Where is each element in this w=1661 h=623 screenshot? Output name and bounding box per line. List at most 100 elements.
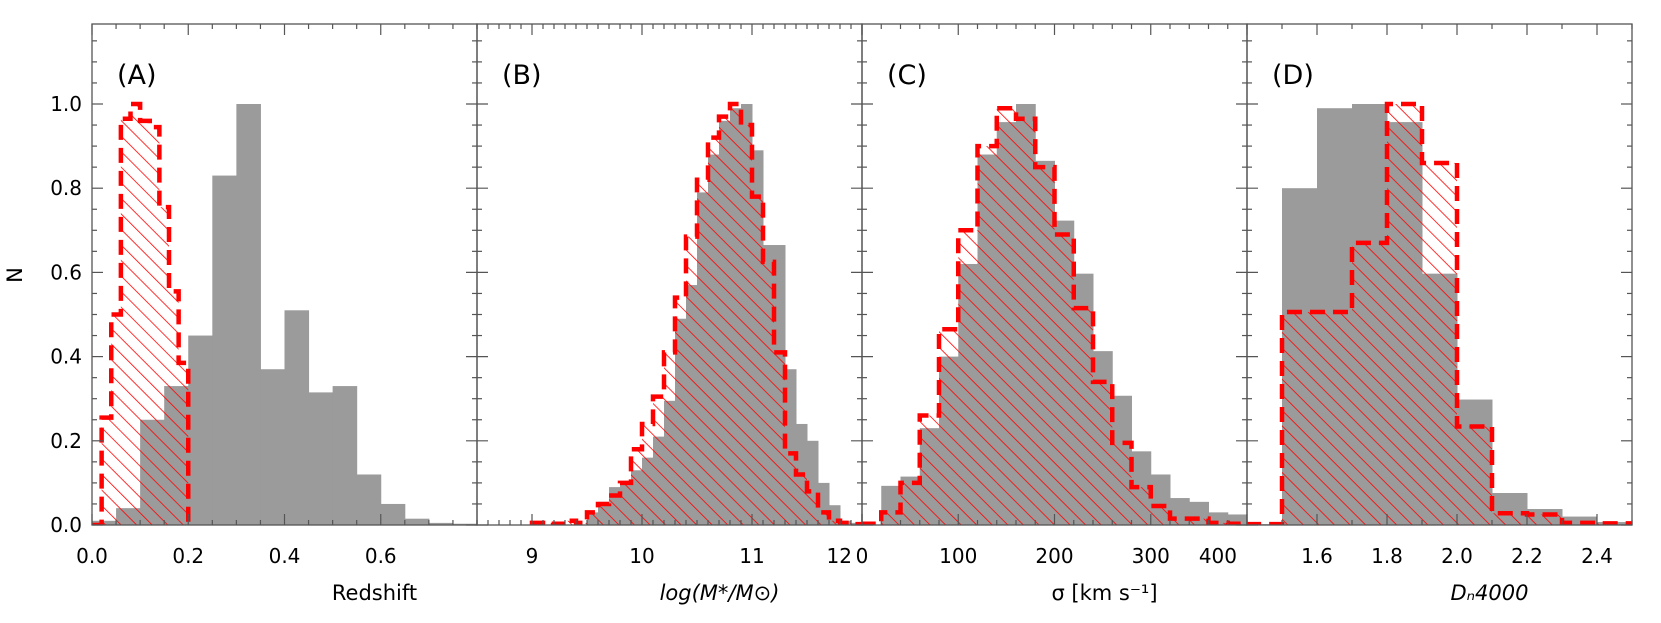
red-hatched-bar	[1093, 381, 1113, 525]
red-hatched-bar	[620, 482, 631, 525]
red-hatched-bar	[642, 423, 653, 525]
x-tick-label: 0.6	[365, 544, 397, 568]
red-hatched-bar	[818, 512, 829, 525]
histogram-marks	[529, 101, 862, 525]
red-hatched-bar	[587, 512, 598, 525]
panel-c: 0 100 200 300 400 σ [km s⁻¹] (C)	[851, 23, 1248, 605]
red-hatched-bar	[1170, 518, 1190, 525]
red-hatched-bar	[159, 207, 169, 525]
x-tick-label: 2.4	[1581, 544, 1613, 568]
panel-b: 9 10 11 12 log(M*/M⊙) (B)	[466, 23, 863, 605]
red-hatched-bar	[719, 116, 730, 525]
x-tick-label: 2.0	[1441, 544, 1473, 568]
gray-bar	[332, 386, 358, 525]
gray-bar	[785, 369, 797, 525]
x-tick-label: 400	[1199, 544, 1237, 568]
red-hatched-bar	[1562, 522, 1597, 525]
red-hatched-bar	[919, 415, 939, 525]
x-tick-label: 11	[739, 544, 764, 568]
red-hatched-bar	[730, 104, 741, 525]
red-hatched-bar	[752, 196, 763, 525]
gray-bar	[1562, 516, 1598, 525]
x-tick-label: 0.4	[269, 544, 301, 568]
red-hatched-bar	[708, 137, 719, 525]
gray-bar	[284, 310, 310, 525]
red-dashed-outline	[529, 101, 862, 525]
red-hatched-bar	[1282, 311, 1317, 525]
y-axis-label: N	[3, 267, 27, 283]
gray-bar	[807, 440, 819, 525]
red-hatched-bar	[1150, 506, 1170, 525]
red-hatched-bar	[1016, 118, 1036, 525]
gray-bar	[212, 175, 237, 525]
panel-tag: (B)	[502, 60, 542, 91]
y-tick-label: 1.0	[50, 92, 82, 116]
red-hatched-bar	[1527, 514, 1562, 525]
red-hatched-bar	[977, 146, 997, 525]
red-hatched-bar	[958, 230, 978, 525]
red-hatched-bar	[664, 352, 675, 525]
red-hatched-bar	[1073, 308, 1093, 525]
gray-bar	[356, 474, 382, 525]
histogram-marks	[92, 101, 477, 525]
red-hatched-bar	[1387, 104, 1422, 525]
gray-bar	[1227, 514, 1247, 525]
y-tick-label: 0.0	[50, 513, 82, 537]
y-tick-label: 0.4	[50, 345, 82, 369]
red-hatched-bar	[675, 297, 686, 525]
red-hatched-bar	[1054, 234, 1074, 525]
y-tick-label: 0.8	[50, 176, 82, 200]
histogram-marks	[862, 104, 1247, 525]
red-hatched-bar	[101, 417, 112, 525]
panel-d: 1.6 1.8 2.0 2.2 2.4 Dₙ4000 (D)	[1236, 23, 1633, 605]
red-hatched-bar	[1035, 167, 1055, 525]
red-hatched-bar	[1457, 426, 1492, 525]
gray-bar	[829, 505, 841, 525]
red-hatched-bar	[1189, 518, 1209, 525]
panel-tag: (C)	[887, 60, 927, 91]
x-tick-label: 300	[1132, 544, 1170, 568]
x-tick-label: 200	[1035, 544, 1073, 568]
red-dashed-outline	[862, 105, 1247, 525]
gray-bar	[818, 482, 830, 525]
red-hatched-bar	[1317, 311, 1352, 525]
red-hatched-bar	[653, 396, 664, 525]
x-axis-label: log(M*/M⊙)	[660, 581, 780, 605]
red-hatched-bar	[697, 179, 708, 525]
gray-bar	[404, 518, 430, 525]
panel-tag: (D)	[1272, 60, 1314, 91]
gray-bar	[188, 335, 213, 525]
x-axis-label: Dₙ4000	[1451, 581, 1529, 605]
red-hatched-bar	[785, 453, 796, 525]
gray-bar	[308, 392, 334, 525]
red-hatched-bar	[1492, 513, 1527, 525]
x-tick-label: 1.6	[1301, 544, 1333, 568]
panel-tag: (A)	[117, 60, 157, 91]
red-hatched-bar	[796, 474, 807, 525]
x-axis-label: σ [km s⁻¹]	[1051, 581, 1157, 605]
red-hatched-bar	[774, 352, 785, 525]
panel-a: 0.0 0.2 0.4 0.6 0.0 0.2 0.4 0.6 0.8 1.0 Redshift (A…	[50, 23, 478, 605]
red-hatched-bar	[686, 236, 697, 525]
red-hatched-bar	[598, 503, 609, 525]
red-dashed-outline	[92, 101, 191, 525]
red-hatched-bar	[1112, 442, 1132, 525]
x-tick-label: 12	[827, 544, 852, 568]
red-hatched-bar	[169, 291, 179, 525]
x-tick-label: 0.2	[172, 544, 204, 568]
red-hatched-bar	[1131, 487, 1151, 525]
x-tick-label: 100	[939, 544, 977, 568]
red-hatched-bar	[807, 491, 818, 525]
red-hatched-bar	[1352, 242, 1387, 525]
red-hatched-bar	[178, 362, 189, 525]
red-hatched-bar	[130, 104, 141, 525]
y-tick-label: 0.2	[50, 429, 82, 453]
red-hatched-bar	[741, 125, 752, 525]
x-axis-label: Redshift	[332, 581, 417, 605]
red-hatched-bar	[763, 261, 774, 525]
red-hatched-bar	[1422, 162, 1457, 525]
red-hatched-bar	[939, 329, 959, 525]
red-hatched-bar	[120, 118, 131, 525]
red-hatched-bar	[609, 495, 620, 525]
x-tick-label: 0	[856, 544, 869, 568]
